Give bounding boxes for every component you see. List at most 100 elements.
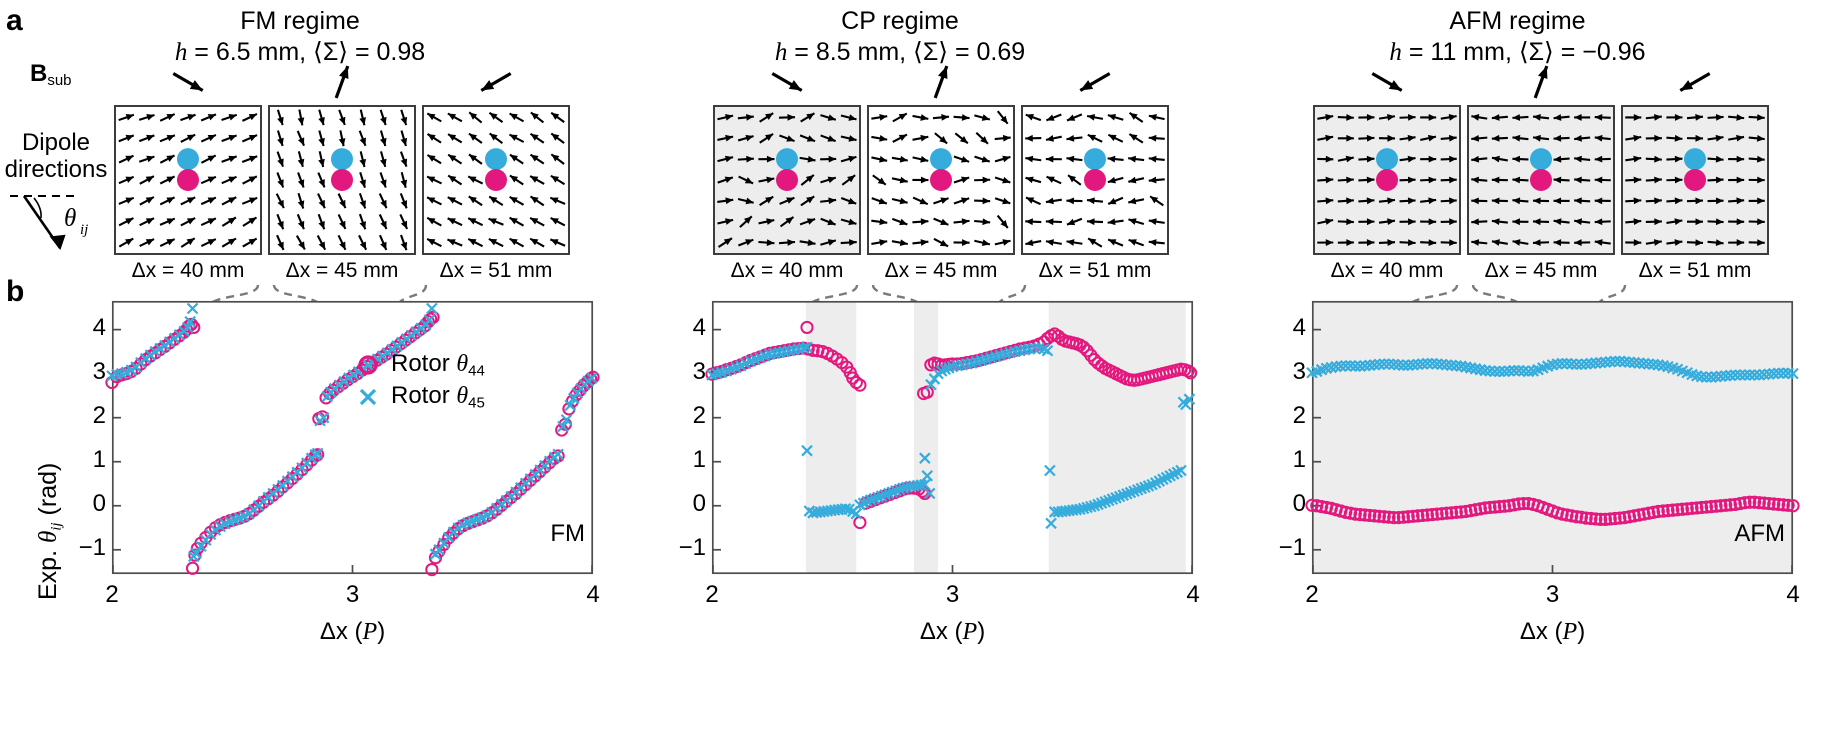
dipole-arrow xyxy=(221,113,238,121)
plot-shaded-band xyxy=(914,301,939,574)
dipole-arrow xyxy=(820,114,837,121)
dipole-arrow xyxy=(1128,176,1145,184)
dipole-arrow xyxy=(1707,155,1724,163)
dipole-arrow xyxy=(717,176,734,184)
x-axis-label-unit-symbol: P xyxy=(962,619,978,645)
dipole-arrow xyxy=(1025,176,1042,184)
dipole-arrow xyxy=(994,197,1011,205)
dipole-arrow xyxy=(200,196,217,206)
dipole-arrow xyxy=(1728,176,1745,184)
dipole-arrow xyxy=(737,113,754,121)
y-axis-theta-symbol: θ xyxy=(35,530,62,544)
dipole-arrow xyxy=(1553,155,1570,163)
dipole-arrow xyxy=(1317,218,1334,225)
dipole-arrow xyxy=(759,132,774,144)
y-tick-label: 1 xyxy=(92,445,106,473)
x-axis-label-afm: Δx (P) xyxy=(1312,618,1793,646)
dipole-arrow xyxy=(737,238,754,247)
dipole-arrow xyxy=(200,113,217,122)
dipole-arrow xyxy=(508,133,525,143)
dipole-arrow xyxy=(1748,197,1765,205)
dipole-arrow xyxy=(1666,239,1683,246)
dipole-arrow xyxy=(550,132,565,144)
x-tick-label: 3 xyxy=(345,581,360,608)
dipole-arrow xyxy=(447,238,463,247)
dipole-arrow xyxy=(1317,176,1334,184)
dipole-arrow xyxy=(1046,175,1062,185)
x-axis-label-suffix: ) xyxy=(1577,618,1586,645)
dipole-arrow xyxy=(1399,155,1416,163)
dipole-arrow xyxy=(1440,155,1457,163)
plot-background xyxy=(1312,301,1793,574)
dipole-arrow xyxy=(1471,155,1488,163)
dipole-arrow xyxy=(1128,112,1144,123)
dipole-arrow xyxy=(1066,155,1083,163)
dipole-arrow xyxy=(379,234,388,251)
dipole-arrow xyxy=(820,176,837,184)
b-sub-arrow xyxy=(1371,72,1403,92)
dipole-arrow xyxy=(1358,197,1375,205)
dipole-arrow xyxy=(379,130,387,147)
dipole-arrow xyxy=(953,155,970,163)
dipole-arrow xyxy=(180,133,196,143)
dipole-arrow xyxy=(139,217,155,227)
dipole-arrow xyxy=(1553,134,1570,142)
y-tick-label: 3 xyxy=(1292,357,1306,385)
dipole-arrow xyxy=(378,213,388,230)
dipole-arrow xyxy=(1594,155,1611,163)
dipole-arrow xyxy=(1086,113,1104,121)
dipole-arrow xyxy=(426,216,442,227)
dipole-arrow xyxy=(1645,197,1662,205)
b-sub-arrow xyxy=(1079,72,1111,92)
dipole-arrow xyxy=(1553,114,1570,121)
dipole-arrow xyxy=(1686,218,1704,226)
rotor-44-disc xyxy=(331,148,353,171)
x-axis-label-cp: Δx (P) xyxy=(712,618,1193,646)
dipole-arrow xyxy=(779,134,795,143)
dipole-arrow xyxy=(297,109,305,126)
y-tick-label: 0 xyxy=(692,489,706,517)
dipole-arrow xyxy=(200,154,217,164)
dipole-arrow xyxy=(799,239,816,247)
plot-shaded-band xyxy=(805,301,857,574)
rotor-44-disc xyxy=(1530,148,1552,171)
dipole-arrow xyxy=(717,113,734,121)
y-tick-label: −1 xyxy=(678,533,706,561)
dipole-arrow xyxy=(316,234,327,251)
dipole-arrow xyxy=(118,217,134,227)
dipole-arrow xyxy=(994,176,1011,184)
series-rotor-45 xyxy=(1306,355,1799,383)
cross-marker xyxy=(353,384,383,410)
dipole-arrow xyxy=(1645,218,1662,226)
dipole-arrow xyxy=(468,153,483,165)
dipole-arrow xyxy=(276,109,284,126)
dipole-arrow xyxy=(1107,218,1124,226)
dipole-arrow xyxy=(1420,176,1437,184)
dipole-arrow xyxy=(1358,114,1375,121)
dipole-arrow xyxy=(892,112,908,123)
dipole-arrow xyxy=(912,155,929,163)
dipole-arrow xyxy=(242,113,258,122)
dipole-arrow xyxy=(1707,197,1724,205)
dipole-arrow xyxy=(1748,218,1765,226)
dipole-arrow xyxy=(241,134,258,143)
y-axis-label-unit: (rad) xyxy=(34,462,62,523)
dipole-arrow xyxy=(800,174,815,186)
dipole-arrow xyxy=(1378,218,1396,226)
dipole-arrow xyxy=(1148,155,1165,163)
dipole-arrow xyxy=(180,113,196,122)
dipole-arrow xyxy=(317,172,326,188)
dipole-arrow xyxy=(358,234,368,251)
dipole-arrow xyxy=(1107,176,1124,184)
dipole-arrow xyxy=(529,237,545,248)
dipole-arrow xyxy=(1337,134,1354,142)
dipole-arrow xyxy=(550,111,565,123)
dipole-arrow xyxy=(1317,197,1334,205)
dipole-arrow xyxy=(1594,218,1611,226)
x-axis-label-unit-symbol: P xyxy=(362,619,378,645)
dipole-arrow xyxy=(200,217,217,226)
dipole-arrow xyxy=(1337,155,1354,163)
dipole-panel-cp-0 xyxy=(713,105,861,255)
dipole-arrow xyxy=(1491,114,1508,121)
dipole-arrow xyxy=(953,197,970,205)
